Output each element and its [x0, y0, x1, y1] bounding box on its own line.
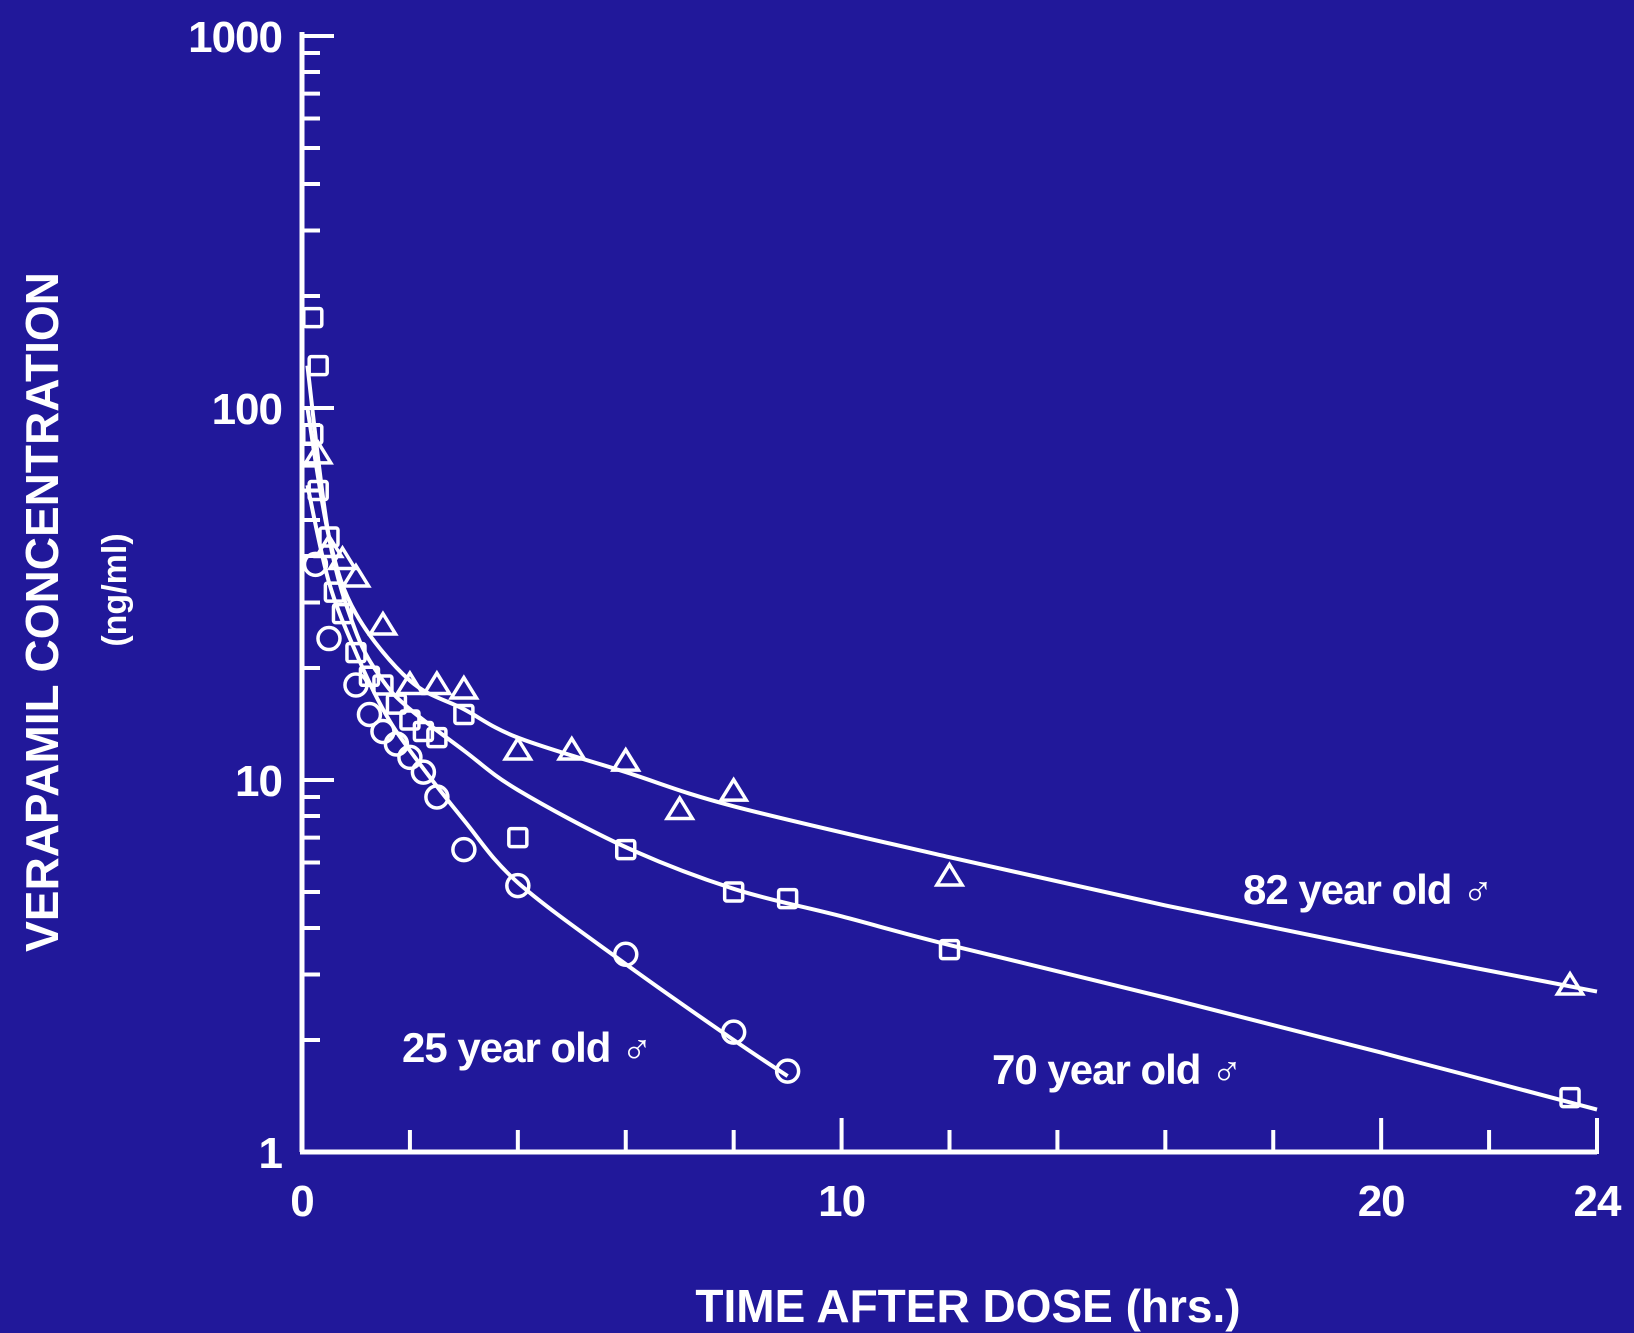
data-point-square [307, 354, 329, 377]
y-tick-label: 1 [259, 1129, 283, 1178]
y-axis-unit: (ng/ml) [96, 533, 134, 646]
y-axis-title: VERAPAMIL CONCENTRATION [16, 272, 68, 952]
data-point-triangle [717, 776, 750, 802]
data-point-square [372, 674, 394, 696]
x-tick-label: 10 [818, 1177, 865, 1226]
data-point-triangle [663, 794, 696, 821]
data-point-triangle [610, 746, 642, 772]
data-point-circle [383, 731, 410, 757]
fit-curves [305, 365, 1598, 1112]
data-point-triangle [313, 532, 345, 559]
data-point-square [938, 938, 961, 961]
data-point-circle [302, 551, 329, 578]
data-point-circle [316, 625, 342, 652]
data-point-triangle [421, 669, 453, 696]
data-point-triangle [326, 544, 359, 571]
data-point-circle [410, 759, 437, 785]
x-tick-label: 20 [1358, 1177, 1405, 1226]
data-point-square [345, 641, 367, 664]
x-axis-title: TIME AFTER DOSE (hrs.) [695, 1280, 1240, 1332]
data-point-square [302, 423, 324, 446]
ticks [300, 34, 1599, 1154]
data-point-triangle [394, 669, 426, 696]
data-point-triangle [1554, 970, 1586, 996]
data-point-square [307, 479, 329, 502]
y-tick-label: 100 [212, 385, 282, 434]
tick-labels: 1 10 100 1000 0 10 20 24 [188, 13, 1623, 1226]
y-tick-label: 1000 [188, 13, 282, 62]
data-point-triangle [448, 674, 480, 700]
data-point-square [399, 709, 421, 731]
data-markers [302, 306, 1586, 1109]
data-point-square [302, 306, 324, 329]
data-point-triangle [340, 562, 372, 588]
series-label-25-year-old: 25 year old ♂ [402, 1024, 652, 1071]
data-point-triangle [502, 735, 534, 761]
data-point-square [426, 726, 448, 749]
fit-curve-25-year-old [305, 484, 789, 1078]
data-point-square [722, 881, 745, 903]
data-point-circle [774, 1058, 801, 1084]
data-point-triangle [933, 861, 966, 887]
x-tick-label: 24 [1574, 1177, 1622, 1226]
y-tick-label: 10 [235, 757, 282, 806]
data-point-triangle [367, 610, 399, 636]
data-point-square [1559, 1086, 1581, 1109]
x-tick-label: 0 [290, 1177, 313, 1226]
data-point-circle [356, 701, 383, 728]
fit-curve-70-year-old [305, 365, 1598, 1112]
data-point-square [323, 581, 346, 603]
data-point-circle [505, 872, 531, 899]
data-point-square [453, 703, 475, 726]
data-point-square [318, 526, 340, 548]
data-point-triangle [556, 735, 588, 761]
data-point-triangle [302, 439, 334, 465]
series-label-82-year-old: 82 year old ♂ [1243, 866, 1493, 913]
fit-curve-82-year-old [305, 407, 1598, 994]
data-point-square [507, 826, 529, 849]
series-label-70-year-old: 70 year old ♂ [992, 1046, 1242, 1093]
data-point-square [776, 887, 799, 910]
data-point-circle [370, 718, 396, 745]
data-point-square [615, 838, 637, 861]
axes [299, 32, 1597, 1155]
data-point-circle [424, 784, 450, 810]
series-labels: 25 year old ♂ 70 year old ♂ 82 year old ♂ [402, 866, 1494, 1093]
data-point-square [412, 720, 435, 743]
data-point-circle [397, 744, 423, 771]
data-point-circle [613, 941, 639, 968]
data-point-circle [451, 836, 477, 863]
data-point-circle [720, 1019, 747, 1045]
data-point-square [331, 602, 354, 625]
